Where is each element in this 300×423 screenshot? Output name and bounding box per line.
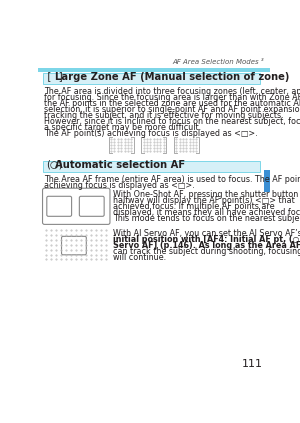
Text: With One-Shot AF, pressing the shutter button: With One-Shot AF, pressing the shutter b… [113, 190, 298, 199]
Text: Automatic selection AF: Automatic selection AF [55, 159, 185, 170]
Text: halfway will display the AF point(s) <□> that: halfway will display the AF point(s) <□>… [113, 196, 294, 205]
Text: can track the subject during shooting, focusing: can track the subject during shooting, f… [113, 247, 300, 255]
Text: initial position with [AF4: Initial AF pt, (○) AI: initial position with [AF4: Initial AF p… [113, 235, 300, 244]
Text: displayed, it means they all have achieved focus.: displayed, it means they all have achiev… [113, 208, 300, 217]
Text: achieved focus. If multiple AF points are: achieved focus. If multiple AF points ar… [113, 202, 274, 211]
Text: achieving focus is displayed as <□>.: achieving focus is displayed as <□>. [44, 181, 195, 190]
Text: However, since it is inclined to focus on the nearest subject, focusing on: However, since it is inclined to focus o… [44, 117, 300, 126]
Text: a specific target may be more difficult.: a specific target may be more difficult. [44, 123, 202, 132]
Text: AF Area Selection Modes ³: AF Area Selection Modes ³ [172, 59, 264, 66]
Text: will continue.: will continue. [113, 253, 166, 262]
Text: (○): (○) [46, 159, 62, 170]
Text: With AI Servo AF, you can set the AI Servo AF’s: With AI Servo AF, you can set the AI Ser… [113, 228, 300, 238]
Text: tracking the subject, and it is effective for moving subjects.: tracking the subject, and it is effectiv… [44, 111, 284, 120]
Text: The AF point(s) achieving focus is displayed as <□>.: The AF point(s) achieving focus is displ… [44, 129, 258, 138]
Text: [ ]: [ ] [46, 71, 64, 82]
Text: 111: 111 [242, 359, 263, 369]
Text: The Area AF frame (entire AF area) is used to focus. The AF point(s): The Area AF frame (entire AF area) is us… [44, 175, 300, 184]
Text: Servo AF] (p.146). As long as the Area AF frame: Servo AF] (p.146). As long as the Area A… [113, 241, 300, 250]
Text: The AF area is divided into three focusing zones (left, center, and right): The AF area is divided into three focusi… [44, 87, 300, 96]
Text: for focusing. Since the focusing area is larger than with Zone AF and all: for focusing. Since the focusing area is… [44, 93, 300, 102]
FancyBboxPatch shape [43, 161, 260, 172]
Text: the AF points in the selected zone are used for the automatic AF point: the AF points in the selected zone are u… [44, 99, 300, 108]
FancyBboxPatch shape [38, 68, 270, 71]
Text: This mode tends to focus on the nearest subject.: This mode tends to focus on the nearest … [113, 214, 300, 223]
Text: Large Zone AF (Manual selection of zone): Large Zone AF (Manual selection of zone) [55, 71, 290, 82]
FancyBboxPatch shape [264, 170, 270, 192]
Text: selection, it is superior to single-point AF and AF point expansion in: selection, it is superior to single-poin… [44, 105, 300, 114]
FancyBboxPatch shape [43, 73, 260, 84]
